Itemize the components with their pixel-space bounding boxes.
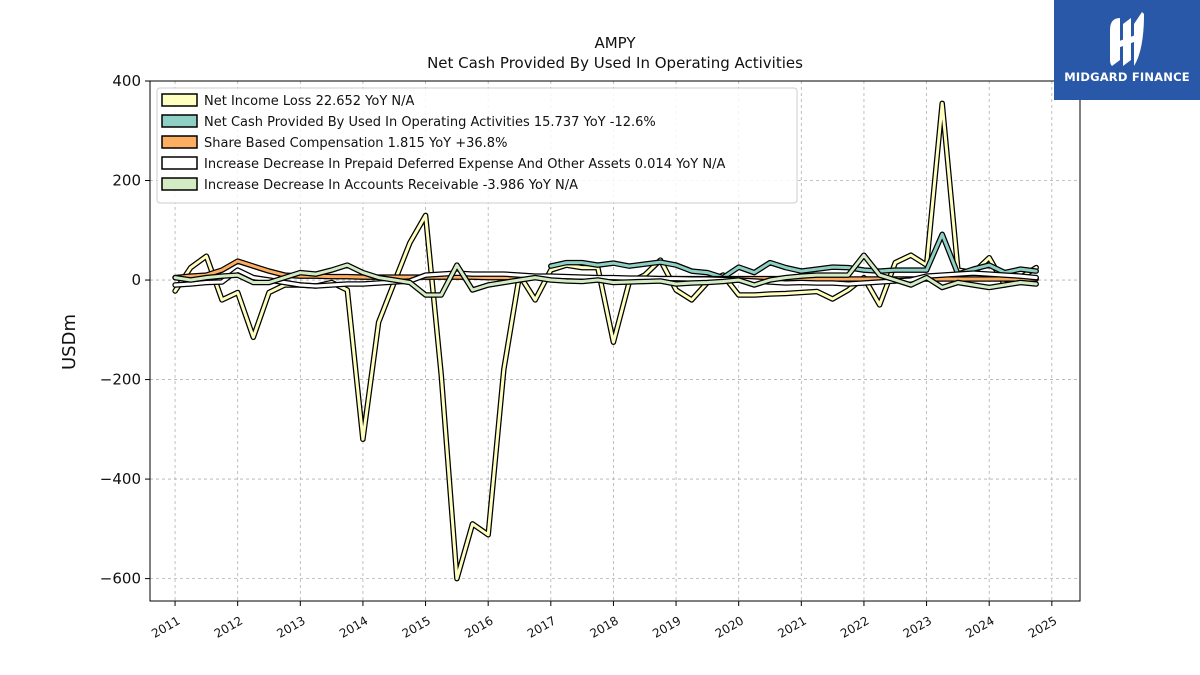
legend-box: [156, 87, 798, 204]
y-tick-label: −600: [100, 570, 141, 588]
x-tick-label: 2015: [400, 613, 433, 640]
legend-entry: Increase Decrease In Accounts Receivable…: [204, 178, 578, 193]
y-tick-label: 0: [131, 271, 141, 289]
x-tick-label: 2019: [650, 613, 683, 640]
x-tick-label: 2018: [587, 613, 620, 640]
midgard-logo-icon: [1110, 12, 1144, 66]
legend-entry: Net Income Loss 22.652 YoY N/A: [204, 94, 415, 109]
x-tick-label: 2017: [525, 613, 558, 640]
legend: Net Income Loss 22.652 YoY N/A Net Cash P…: [156, 87, 798, 204]
series-1: [548, 231, 1039, 281]
series-lines: [172, 100, 1039, 582]
legend-swatch: [161, 177, 198, 191]
chart-title: AMPY: [594, 34, 636, 52]
x-tick-label: 2011: [149, 613, 182, 640]
y-axis-label: USDm: [59, 314, 80, 370]
legend-entry: Net Cash Provided By Used In Operating A…: [204, 115, 656, 130]
series-line: [549, 232, 1038, 280]
series-4: [172, 252, 1039, 298]
legend-entry: Share Based Compensation 1.815 YoY +36.8…: [204, 136, 507, 151]
x-tick-label: 2016: [462, 613, 495, 640]
x-tick-label: 2022: [838, 613, 871, 640]
plot-frame: [149, 80, 1081, 602]
y-tick-label: −200: [100, 371, 141, 389]
legend-entry: Increase Decrease In Prepaid Deferred Ex…: [204, 157, 725, 172]
x-tick-label: 2012: [212, 613, 245, 640]
brand-name: MIDGARD FINANCE: [1064, 70, 1190, 84]
legend-swatch: [161, 156, 198, 170]
chart-subtitle: Net Cash Provided By Used In Operating A…: [427, 54, 803, 72]
series-line: [173, 253, 1038, 297]
x-tick-label: 2013: [274, 613, 307, 640]
y-tick-label: −400: [100, 470, 141, 488]
legend-swatch: [161, 114, 198, 128]
x-tick-label: 2021: [775, 613, 808, 640]
x-tick-label: 2025: [1026, 613, 1059, 640]
x-axis: 2011 2012 2013 2014 2015 2016 2017 2018 2019 2020…: [149, 601, 1059, 641]
x-tick-label: 2014: [337, 613, 370, 640]
y-tick-label: 200: [112, 172, 141, 190]
legend-swatch: [161, 93, 198, 107]
brand-logo: MIDGARD FINANCE: [1054, 0, 1200, 100]
x-tick-label: 2023: [901, 613, 934, 640]
x-tick-label: 2020: [713, 613, 746, 640]
legend-swatch: [161, 135, 198, 149]
x-tick-label: 2024: [963, 613, 996, 640]
y-tick-label: 400: [112, 72, 141, 90]
y-axis: 400 200 0 −200 −400 −600: [100, 72, 150, 588]
